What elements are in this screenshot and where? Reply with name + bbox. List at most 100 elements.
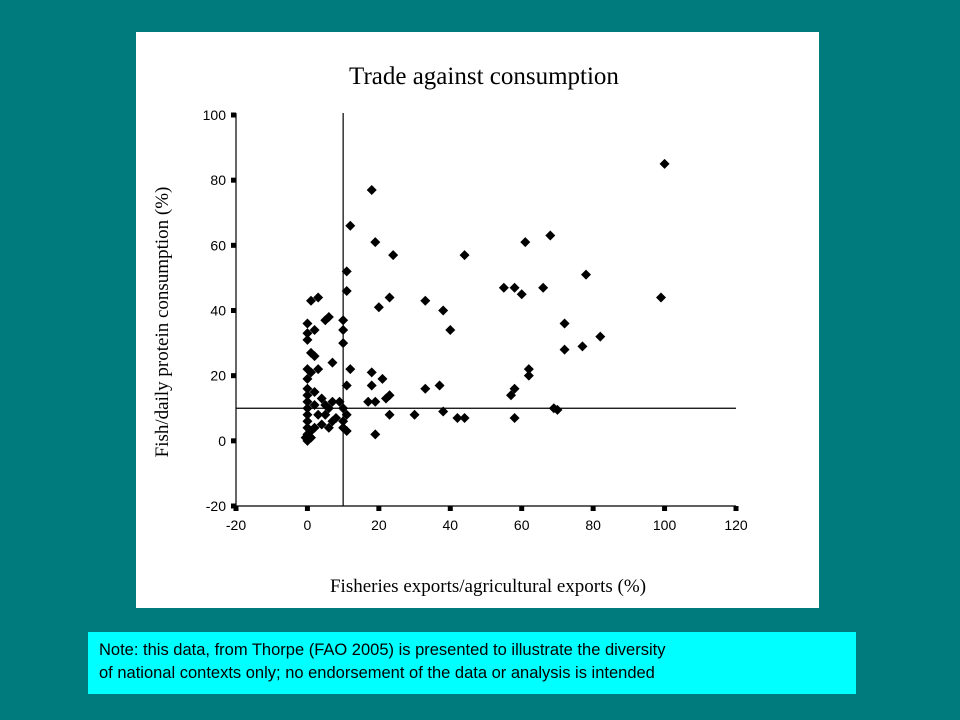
- data-point: [509, 413, 520, 424]
- note-line-2: of national contexts only; no endorsemen…: [99, 664, 655, 682]
- data-point: [381, 393, 391, 404]
- data-point: [320, 409, 331, 420]
- note-line-1: Note: this data, from Thorpe (FAO 2005) …: [99, 641, 666, 659]
- data-point: [302, 318, 313, 329]
- data-point: [302, 416, 313, 427]
- x-tick-mark: [733, 506, 739, 511]
- data-point: [509, 282, 520, 293]
- data-point: [384, 292, 395, 303]
- data-point: [316, 419, 327, 430]
- data-point: [538, 282, 549, 293]
- data-point: [370, 429, 381, 440]
- data-point: [434, 380, 445, 391]
- y-tick-mark: [231, 308, 236, 313]
- data-point: [309, 325, 320, 336]
- data-point: [548, 403, 559, 414]
- data-point: [302, 373, 313, 384]
- data-point: [459, 413, 470, 424]
- x-tick-label: 40: [442, 517, 458, 533]
- data-point: [366, 184, 377, 195]
- scatter-chart: Trade against consumption Fish/daily pro…: [152, 63, 748, 597]
- data-point: [341, 285, 352, 296]
- data-point: [302, 390, 313, 401]
- data-point: [545, 230, 556, 241]
- data-point: [498, 282, 509, 293]
- data-point: [341, 380, 352, 391]
- x-tick-mark: [519, 506, 525, 511]
- data-point: [334, 396, 345, 407]
- data-point: [388, 250, 399, 261]
- data-point: [377, 373, 388, 384]
- data-point: [370, 396, 381, 407]
- data-point: [302, 422, 313, 433]
- data-point: [438, 305, 449, 316]
- data-point: [338, 315, 349, 326]
- data-point: [302, 364, 313, 375]
- data-point: [302, 334, 313, 345]
- data-point: [313, 409, 324, 420]
- data-point: [302, 409, 313, 420]
- x-tick-mark: [233, 506, 239, 511]
- data-point: [327, 396, 338, 407]
- data-point: [302, 435, 313, 446]
- data-point: [420, 295, 431, 306]
- data-point: [581, 269, 591, 280]
- data-point: [341, 426, 352, 437]
- data-point: [459, 250, 470, 261]
- data-point: [659, 158, 670, 169]
- data-point: [523, 364, 534, 375]
- y-tick-label: 40: [210, 303, 226, 319]
- data-point: [309, 351, 320, 362]
- data-point: [552, 404, 563, 415]
- data-point: [302, 383, 313, 394]
- y-tick-mark: [231, 177, 236, 183]
- data-point: [302, 328, 313, 339]
- data-point: [559, 344, 570, 355]
- y-tick-label: 0: [218, 433, 226, 449]
- note-box: Note: this data, from Thorpe (FAO 2005) …: [88, 632, 856, 694]
- data-point: [520, 237, 531, 248]
- data-point: [313, 292, 324, 303]
- data-point: [366, 380, 377, 391]
- data-point: [338, 416, 349, 427]
- y-tick-label: -20: [206, 498, 226, 514]
- data-point: [559, 318, 570, 329]
- data-point: [341, 409, 352, 420]
- data-point: [323, 403, 334, 414]
- x-axis-label: Fisheries exports/agricultural exports (…: [330, 576, 646, 597]
- data-point: [577, 341, 588, 352]
- data-point: [516, 289, 527, 300]
- x-tick-mark: [376, 506, 382, 511]
- y-tick-label: 100: [203, 107, 227, 123]
- y-tick-mark: [231, 112, 236, 118]
- x-tick-label: -20: [226, 517, 246, 533]
- x-tick-label: 80: [585, 517, 601, 533]
- x-tick-label: 100: [653, 517, 677, 533]
- data-points: [300, 158, 670, 446]
- y-tick-label: 20: [210, 368, 226, 384]
- data-point: [341, 266, 352, 277]
- data-point: [595, 331, 606, 342]
- data-point: [438, 406, 449, 417]
- data-point: [313, 364, 324, 375]
- data-point: [309, 422, 320, 433]
- data-point: [656, 292, 666, 303]
- data-point: [366, 367, 377, 378]
- data-point: [331, 413, 341, 424]
- data-point: [338, 325, 349, 336]
- chart-panel: Trade against consumption Fish/daily pro…: [136, 32, 819, 608]
- data-point: [384, 409, 395, 420]
- reference-lines: [236, 113, 736, 506]
- data-point: [373, 302, 384, 313]
- y-axis-label: Fish/daily protein consumption (%): [152, 187, 173, 458]
- data-point: [506, 390, 516, 401]
- data-point: [523, 370, 534, 381]
- data-point: [420, 383, 431, 394]
- data-point: [409, 409, 420, 420]
- data-point: [306, 295, 316, 306]
- data-point: [323, 422, 334, 433]
- y-tick-mark: [231, 438, 236, 444]
- x-tick-label: 0: [304, 517, 312, 533]
- data-point: [309, 399, 320, 410]
